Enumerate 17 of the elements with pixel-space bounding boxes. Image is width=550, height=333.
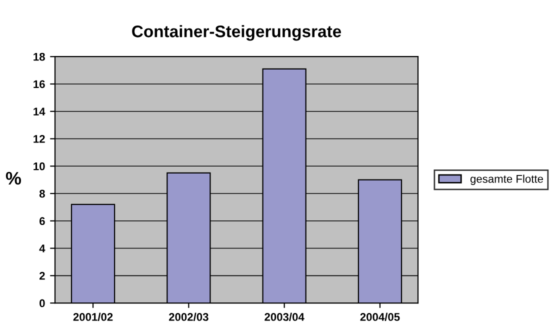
y-tick-label: 4 — [39, 244, 46, 252]
y-tick-label: 6 — [40, 217, 45, 226]
y-tick-label: 10 — [34, 162, 45, 170]
y-tick-label: 0 — [40, 299, 45, 308]
x-tick-label: 2001/02 — [73, 312, 113, 322]
y-tick-label: 14 — [34, 108, 46, 116]
y-tick-label: 16 — [34, 80, 45, 88]
y-tick-label: 18 — [34, 52, 45, 61]
x-tick-label: 2002/03 — [168, 312, 208, 322]
x-tick-label: 2004/05 — [360, 312, 400, 322]
x-tick-label: 2003/04 — [264, 312, 304, 322]
y-tick-label: 12 — [34, 135, 45, 143]
chart-title: Container-Steigerungsrate — [132, 25, 342, 41]
y-axis-title: % — [6, 172, 22, 185]
y-tick-label: 2 — [39, 272, 45, 280]
y-tick-label: 8 — [39, 190, 45, 198]
legend-label: gesamte Flotte — [470, 174, 543, 185]
